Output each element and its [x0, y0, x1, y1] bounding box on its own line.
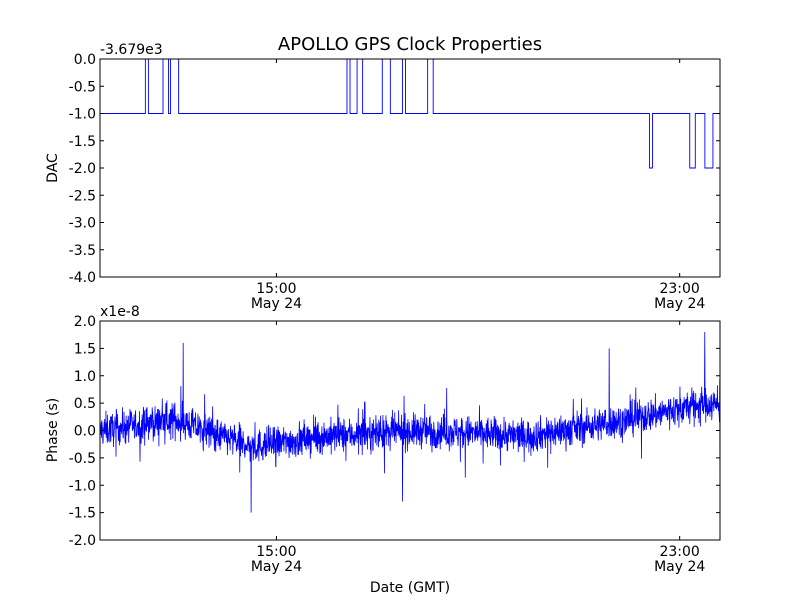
y-tick-label: 0.0: [74, 424, 96, 440]
x-tick-label-day: May 24: [251, 559, 302, 575]
x-tick-label-time: 15:00: [256, 281, 296, 297]
phase-series-line: [100, 331, 720, 535]
y-tick-label: -0.5: [69, 451, 96, 467]
dac-y-axis-label: DAC: [45, 153, 61, 183]
y-tick-label: -3.5: [69, 243, 96, 259]
y-tick-label: -4.0: [69, 270, 96, 286]
chart-title: APOLLO GPS Clock Properties: [278, 34, 542, 55]
y-tick-label: -2.0: [69, 533, 96, 549]
y-tick-label: 2.0: [74, 314, 96, 330]
y-tick-label: 0.5: [74, 396, 96, 412]
phase-panel: Phase (s) x1e-8 2.0 1.5 1.0 0.5 0.0 -0.5 -1.0 -…: [45, 304, 721, 575]
x-tick-label-day: May 24: [654, 296, 705, 312]
phase-offset-text: x1e-8: [100, 304, 140, 320]
y-tick-label: -1.5: [69, 506, 96, 522]
y-tick-label: 0.0: [74, 52, 96, 68]
x-tick-label-time: 23:00: [659, 281, 699, 297]
x-tick-label-time: 15:00: [256, 544, 296, 560]
phase-y-axis-label: Phase (s): [45, 398, 61, 462]
x-axis-label: Date (GMT): [370, 580, 450, 596]
y-tick-label: -2.0: [69, 161, 96, 177]
dac-offset-text: -3.679e3: [100, 42, 163, 58]
y-tick-label: -2.5: [69, 188, 96, 204]
y-tick-label: -1.0: [69, 478, 96, 494]
y-tick-label: 1.0: [74, 369, 96, 385]
x-tick-label-day: May 24: [251, 296, 302, 312]
x-tick-label-time: 23:00: [659, 544, 699, 560]
dac-panel: DAC -3.679e3 0.0 -0.5 -1.0 -1.5 -2.0 -2.5 -3.0…: [45, 42, 721, 312]
y-tick-label: -1.5: [69, 134, 96, 150]
y-tick-label: 1.5: [74, 341, 96, 357]
x-tick-label-day: May 24: [654, 559, 705, 575]
y-tick-label: -3.0: [69, 216, 96, 232]
y-tick-label: -0.5: [69, 79, 96, 95]
y-tick-label: -1.0: [69, 107, 96, 123]
